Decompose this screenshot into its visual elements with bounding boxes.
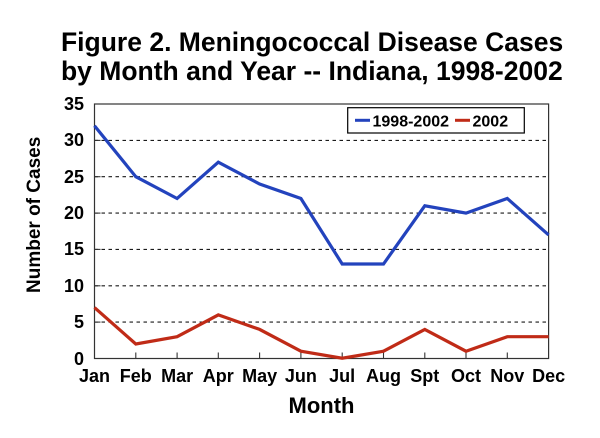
svg-text:2002: 2002: [473, 114, 509, 131]
svg-text:1998-2002: 1998-2002: [373, 114, 450, 131]
